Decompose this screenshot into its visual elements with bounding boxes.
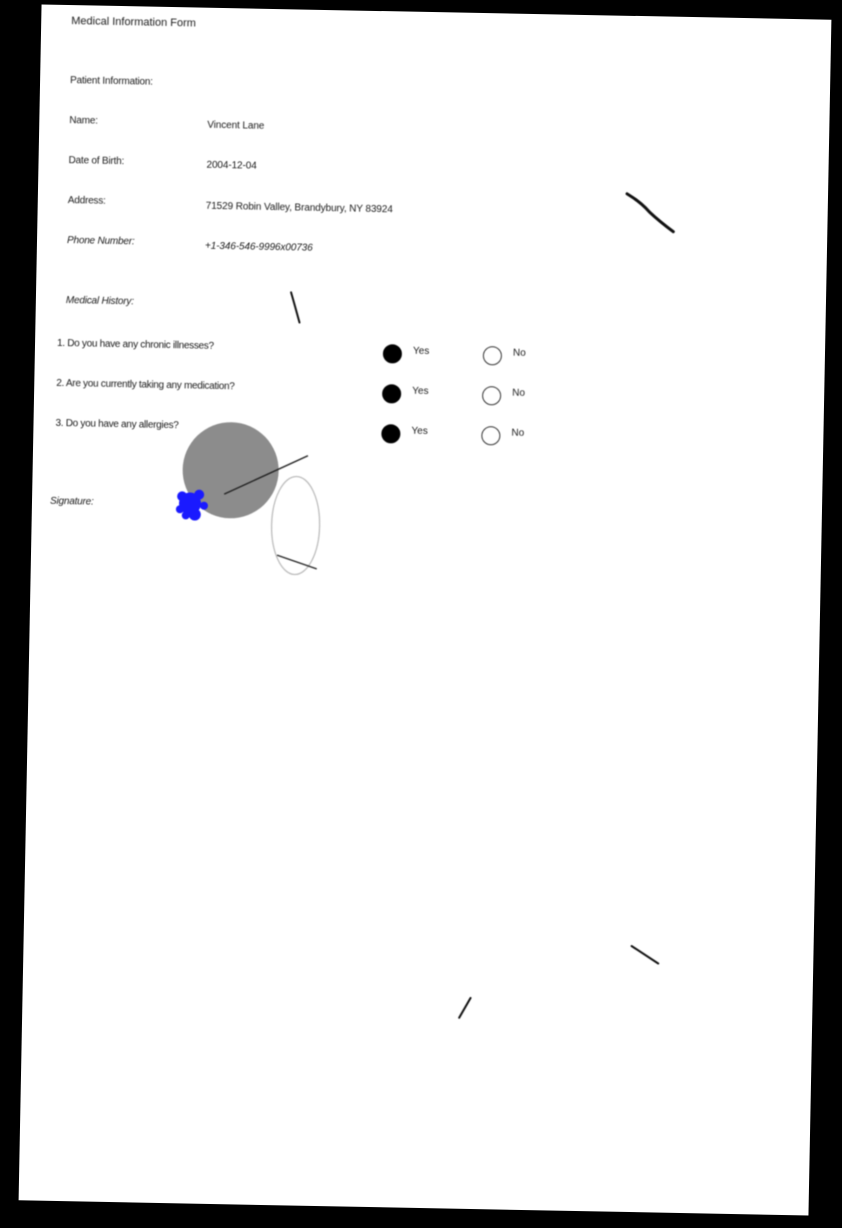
signature-stroke-2 <box>276 554 317 570</box>
question-2-yes-label: Yes <box>412 385 429 398</box>
stray-mark-4 <box>458 996 472 1019</box>
dob-label: Date of Birth: <box>68 155 125 168</box>
name-label: Name: <box>69 115 98 127</box>
question-3-text: 3. Do you have any allergies? <box>55 417 179 432</box>
name-value: Vincent Lane <box>207 119 265 132</box>
stamp-circle-icon <box>182 422 279 519</box>
question-3-yes-label: Yes <box>411 425 428 438</box>
question-2-yes-radio[interactable] <box>381 384 402 404</box>
question-1-yes-radio[interactable] <box>382 344 403 364</box>
stray-mark-2 <box>290 291 301 324</box>
patient-section-label: Patient Information: <box>69 75 153 88</box>
annotation-marks <box>175 192 675 1019</box>
question-2-no-label: No <box>512 387 526 399</box>
question-3-no-label: No <box>511 427 525 439</box>
signature-label: Signature: <box>49 495 94 508</box>
question-1-no-radio[interactable] <box>482 346 503 366</box>
form-title: Medical Information Form <box>71 15 197 30</box>
question-1-yes-label: Yes <box>412 345 430 358</box>
form-sheet: Medical Information Form Patient Informa… <box>18 4 832 1216</box>
address-value: 71529 Robin Valley, Brandybury, NY 83924 <box>205 200 393 216</box>
question-3-yes-radio[interactable] <box>381 424 401 444</box>
form-content: Medical Information Form Patient Informa… <box>19 5 832 1216</box>
dob-value: 2004-12-04 <box>206 159 257 172</box>
phone-value: +1-346-546-9996x00736 <box>204 240 313 254</box>
phone-label: Phone Number: <box>66 235 135 248</box>
question-1-text: 1. Do you have any chronic illnesses? <box>56 337 214 352</box>
signature-oval <box>270 475 321 576</box>
stray-mark-1 <box>625 192 675 234</box>
question-1-no-label: No <box>512 347 526 359</box>
stray-mark-3 <box>630 945 660 965</box>
question-2-text: 2. Are you currently taking any medicati… <box>56 377 235 393</box>
question-3-no-radio[interactable] <box>481 426 501 446</box>
signature-stroke <box>223 455 309 495</box>
address-label: Address: <box>67 195 106 207</box>
medical-section-label: Medical History: <box>65 295 134 308</box>
question-2-no-radio[interactable] <box>481 386 502 406</box>
ink-blot-icon <box>175 489 208 521</box>
